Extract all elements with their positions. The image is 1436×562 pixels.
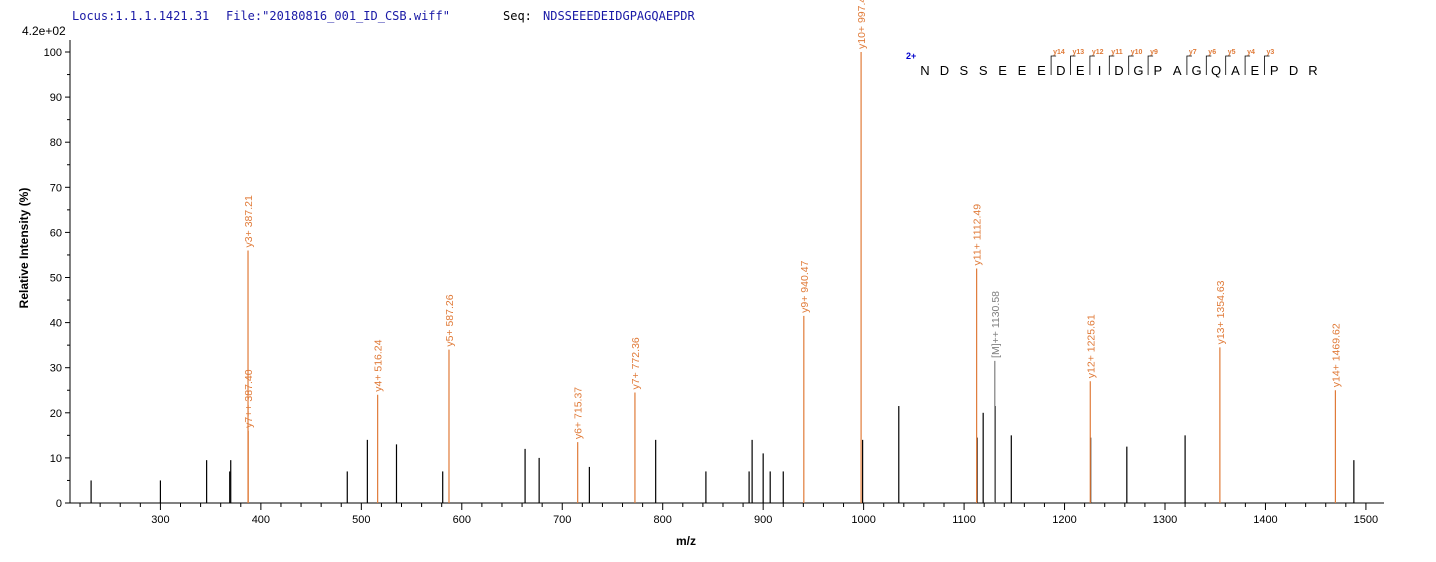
- y-axis-title: Relative Intensity (%): [17, 188, 31, 309]
- sequence-residue: D: [1056, 63, 1065, 78]
- fragment-bracket: [1070, 55, 1076, 75]
- fragment-tag: y3: [1267, 49, 1275, 56]
- fragment-bracket: [1186, 55, 1192, 75]
- sequence-residue: D: [1114, 63, 1123, 78]
- peak-label: y9+ 940.47: [799, 260, 811, 312]
- sequence-residue: S: [979, 63, 988, 78]
- x-tick-label: 700: [553, 514, 571, 526]
- sequence-residue: E: [1018, 63, 1027, 78]
- sequence-residue: E: [1076, 63, 1085, 78]
- sequence-residue: E: [1250, 63, 1259, 78]
- y-tick-label: 10: [50, 453, 62, 465]
- x-tick-label: 1000: [851, 514, 875, 526]
- fragment-bracket: [1244, 55, 1251, 75]
- fragment-tag: y7: [1189, 49, 1197, 56]
- sequence-residue: E: [998, 63, 1007, 78]
- intensity-scale-label: 4.2e+02: [22, 24, 66, 38]
- peak-label: y7+ 772.36: [630, 337, 642, 389]
- sequence-residue: I: [1098, 63, 1102, 78]
- y-tick-label: 40: [50, 318, 62, 330]
- x-tick-label: 1100: [952, 514, 976, 526]
- peaks: [90, 406, 1355, 503]
- x-tick-label: 800: [654, 514, 672, 526]
- y-tick-label: 80: [50, 137, 62, 149]
- sequence-residue: N: [920, 63, 929, 78]
- fragment-bracket: [1205, 55, 1212, 75]
- fragment-tag: y12: [1092, 49, 1104, 56]
- fragment-bracket: [1089, 55, 1095, 75]
- fragment-bracket: [1128, 55, 1134, 75]
- fragment-bracket: [1264, 55, 1270, 75]
- peak-label: y10+ 997.48: [856, 0, 868, 49]
- sequence-residue: E: [1037, 63, 1046, 78]
- x-tick-label: 1400: [1253, 514, 1277, 526]
- sequence-residue: G: [1192, 63, 1202, 78]
- x-tick-label: 1200: [1052, 514, 1076, 526]
- x-tick-label: 300: [151, 514, 169, 526]
- sequence-residue: Q: [1211, 63, 1221, 78]
- peak-label: y4+ 516.24: [373, 339, 385, 391]
- charge-label: 2+: [906, 51, 916, 61]
- seq-value: NDSSEEEDEIDGPAGQAEPDR: [543, 9, 695, 23]
- fragment-bracket: [1147, 55, 1154, 75]
- fragment-tag: y10: [1131, 49, 1143, 56]
- fragment-bracket: [1108, 55, 1115, 75]
- file-label: File:"20180816_001_ID_CSB.wiff": [226, 9, 450, 23]
- x-tick-label: 1500: [1354, 514, 1378, 526]
- fragment-bracket: [1225, 55, 1231, 75]
- fragment-tag: y5: [1228, 49, 1236, 56]
- fragment-tag: y11: [1111, 49, 1122, 56]
- x-tick-label: 500: [352, 514, 370, 526]
- x-tick-label: 400: [252, 514, 270, 526]
- sequence-residue: A: [1173, 63, 1182, 78]
- y-tick-label: 90: [50, 92, 62, 104]
- fragment-bracket: [1050, 55, 1057, 75]
- x-tick-label: 600: [453, 514, 471, 526]
- y-tick-label: 20: [50, 408, 62, 420]
- y-tick-label: 100: [44, 47, 62, 59]
- y-ticks: 0 10 20 30 40 50 60 70 80 90 100: [44, 47, 70, 510]
- sequence-residue: P: [1270, 63, 1279, 78]
- sequence-residue: D: [1289, 63, 1298, 78]
- x-axis-title: m/z: [676, 534, 696, 548]
- fragment-tag: y13: [1073, 49, 1085, 56]
- fragment-tag: y9: [1150, 49, 1158, 56]
- x-tick-label: 1300: [1153, 514, 1177, 526]
- seq-label: Seq:: [503, 9, 532, 23]
- x-tick-label: 900: [754, 514, 772, 526]
- sequence-residue: S: [959, 63, 968, 78]
- peak-label: y14+ 1469.62: [1330, 323, 1342, 387]
- fragment-tag: y4: [1247, 49, 1255, 56]
- fragment-tag: y6: [1208, 49, 1216, 56]
- peak-label: y11+ 1112.49: [972, 204, 984, 266]
- peak-label: y12+ 1225.61: [1085, 314, 1097, 378]
- peak-label: y6+ 715.37: [573, 387, 585, 439]
- annotated-peaks: y3+ 387.21 y7++ 387.40 y4+ 516.24 y5+ 587.2…: [243, 0, 1342, 503]
- sequence-residue: R: [1308, 63, 1317, 78]
- sequence-residue: G: [1133, 63, 1143, 78]
- x-minor-ticks: [79, 503, 1347, 507]
- peak-label: y5+ 587.26: [444, 294, 456, 346]
- peak-label: y7++ 387.40: [243, 369, 255, 428]
- y-tick-label: 60: [50, 227, 62, 239]
- peak-label: y13+ 1354.63: [1215, 280, 1227, 344]
- peak-label: y3+ 387.21: [243, 195, 255, 247]
- y-tick-label: 0: [56, 498, 62, 510]
- sequence-residue: A: [1231, 63, 1240, 78]
- peak-label: [M]++ 1130.58: [990, 291, 1002, 358]
- locus-label: Locus:1.1.1.1421.31: [72, 9, 209, 23]
- y-tick-label: 50: [50, 273, 62, 285]
- sequence-residue: P: [1153, 63, 1162, 78]
- y-tick-label: 70: [50, 182, 62, 194]
- sequence-residue: D: [940, 63, 949, 78]
- fragment-tag: y14: [1053, 49, 1065, 56]
- y-tick-label: 30: [50, 363, 62, 375]
- x-ticks: 300 400 500 600 700 800 900 1000 1100 1200 1300 140…: [151, 503, 1378, 526]
